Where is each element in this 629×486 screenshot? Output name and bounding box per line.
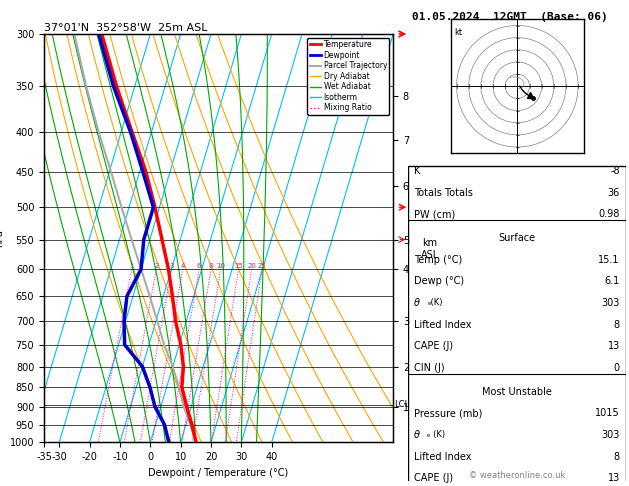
- Text: 303: 303: [601, 430, 620, 440]
- Text: 1015: 1015: [595, 408, 620, 418]
- Text: CAPE (J): CAPE (J): [414, 473, 454, 484]
- Text: 20: 20: [247, 263, 256, 269]
- Text: 13: 13: [608, 341, 620, 351]
- Text: Totals Totals: Totals Totals: [414, 188, 473, 198]
- X-axis label: Dewpoint / Temperature (°C): Dewpoint / Temperature (°C): [148, 468, 289, 478]
- Text: kt: kt: [454, 28, 462, 37]
- Text: © weatheronline.co.uk: © weatheronline.co.uk: [469, 470, 565, 480]
- Text: 6.1: 6.1: [604, 277, 620, 286]
- Text: 0: 0: [614, 363, 620, 373]
- Text: 25: 25: [258, 263, 267, 269]
- Text: PW (cm): PW (cm): [414, 209, 455, 219]
- Text: Dewp (°C): Dewp (°C): [414, 277, 464, 286]
- Text: Lifted Index: Lifted Index: [414, 451, 472, 462]
- Text: 10: 10: [216, 263, 225, 269]
- Text: 15: 15: [234, 263, 243, 269]
- Text: K: K: [414, 166, 421, 176]
- Text: 8: 8: [209, 263, 213, 269]
- Text: 37°01'N  352°58'W  25m ASL: 37°01'N 352°58'W 25m ASL: [44, 23, 208, 33]
- Legend: Temperature, Dewpoint, Parcel Trajectory, Dry Adiabat, Wet Adiabat, Isotherm, Mi: Temperature, Dewpoint, Parcel Trajectory…: [308, 38, 389, 115]
- Text: 0.98: 0.98: [599, 209, 620, 219]
- Text: θ: θ: [414, 430, 420, 440]
- Y-axis label: km
ASL: km ASL: [421, 238, 439, 260]
- Y-axis label: hPa: hPa: [0, 229, 4, 247]
- Text: 4: 4: [181, 263, 185, 269]
- Text: 6: 6: [197, 263, 201, 269]
- Text: Most Unstable: Most Unstable: [482, 387, 552, 397]
- Text: Temp (°C): Temp (°C): [414, 255, 462, 265]
- Text: 15.1: 15.1: [598, 255, 620, 265]
- Text: CAPE (J): CAPE (J): [414, 341, 454, 351]
- Text: Pressure (mb): Pressure (mb): [414, 408, 482, 418]
- Text: 3: 3: [169, 263, 174, 269]
- Text: CIN (J): CIN (J): [414, 363, 445, 373]
- Text: 36: 36: [608, 188, 620, 198]
- Text: Lifted Index: Lifted Index: [414, 320, 472, 330]
- Text: LCL: LCL: [394, 400, 409, 409]
- Text: 1: 1: [130, 263, 134, 269]
- Text: θ: θ: [414, 298, 420, 308]
- Text: Surface: Surface: [498, 233, 536, 243]
- Text: 303: 303: [601, 298, 620, 308]
- Text: ₑ(K): ₑ(K): [427, 298, 443, 307]
- Text: 8: 8: [614, 451, 620, 462]
- Text: 13: 13: [608, 473, 620, 484]
- Text: 8: 8: [614, 320, 620, 330]
- Text: ₑ (K): ₑ (K): [427, 430, 445, 439]
- Text: -8: -8: [610, 166, 620, 176]
- Text: 01.05.2024  12GMT  (Base: 06): 01.05.2024 12GMT (Base: 06): [412, 12, 608, 22]
- Text: 2: 2: [154, 263, 159, 269]
